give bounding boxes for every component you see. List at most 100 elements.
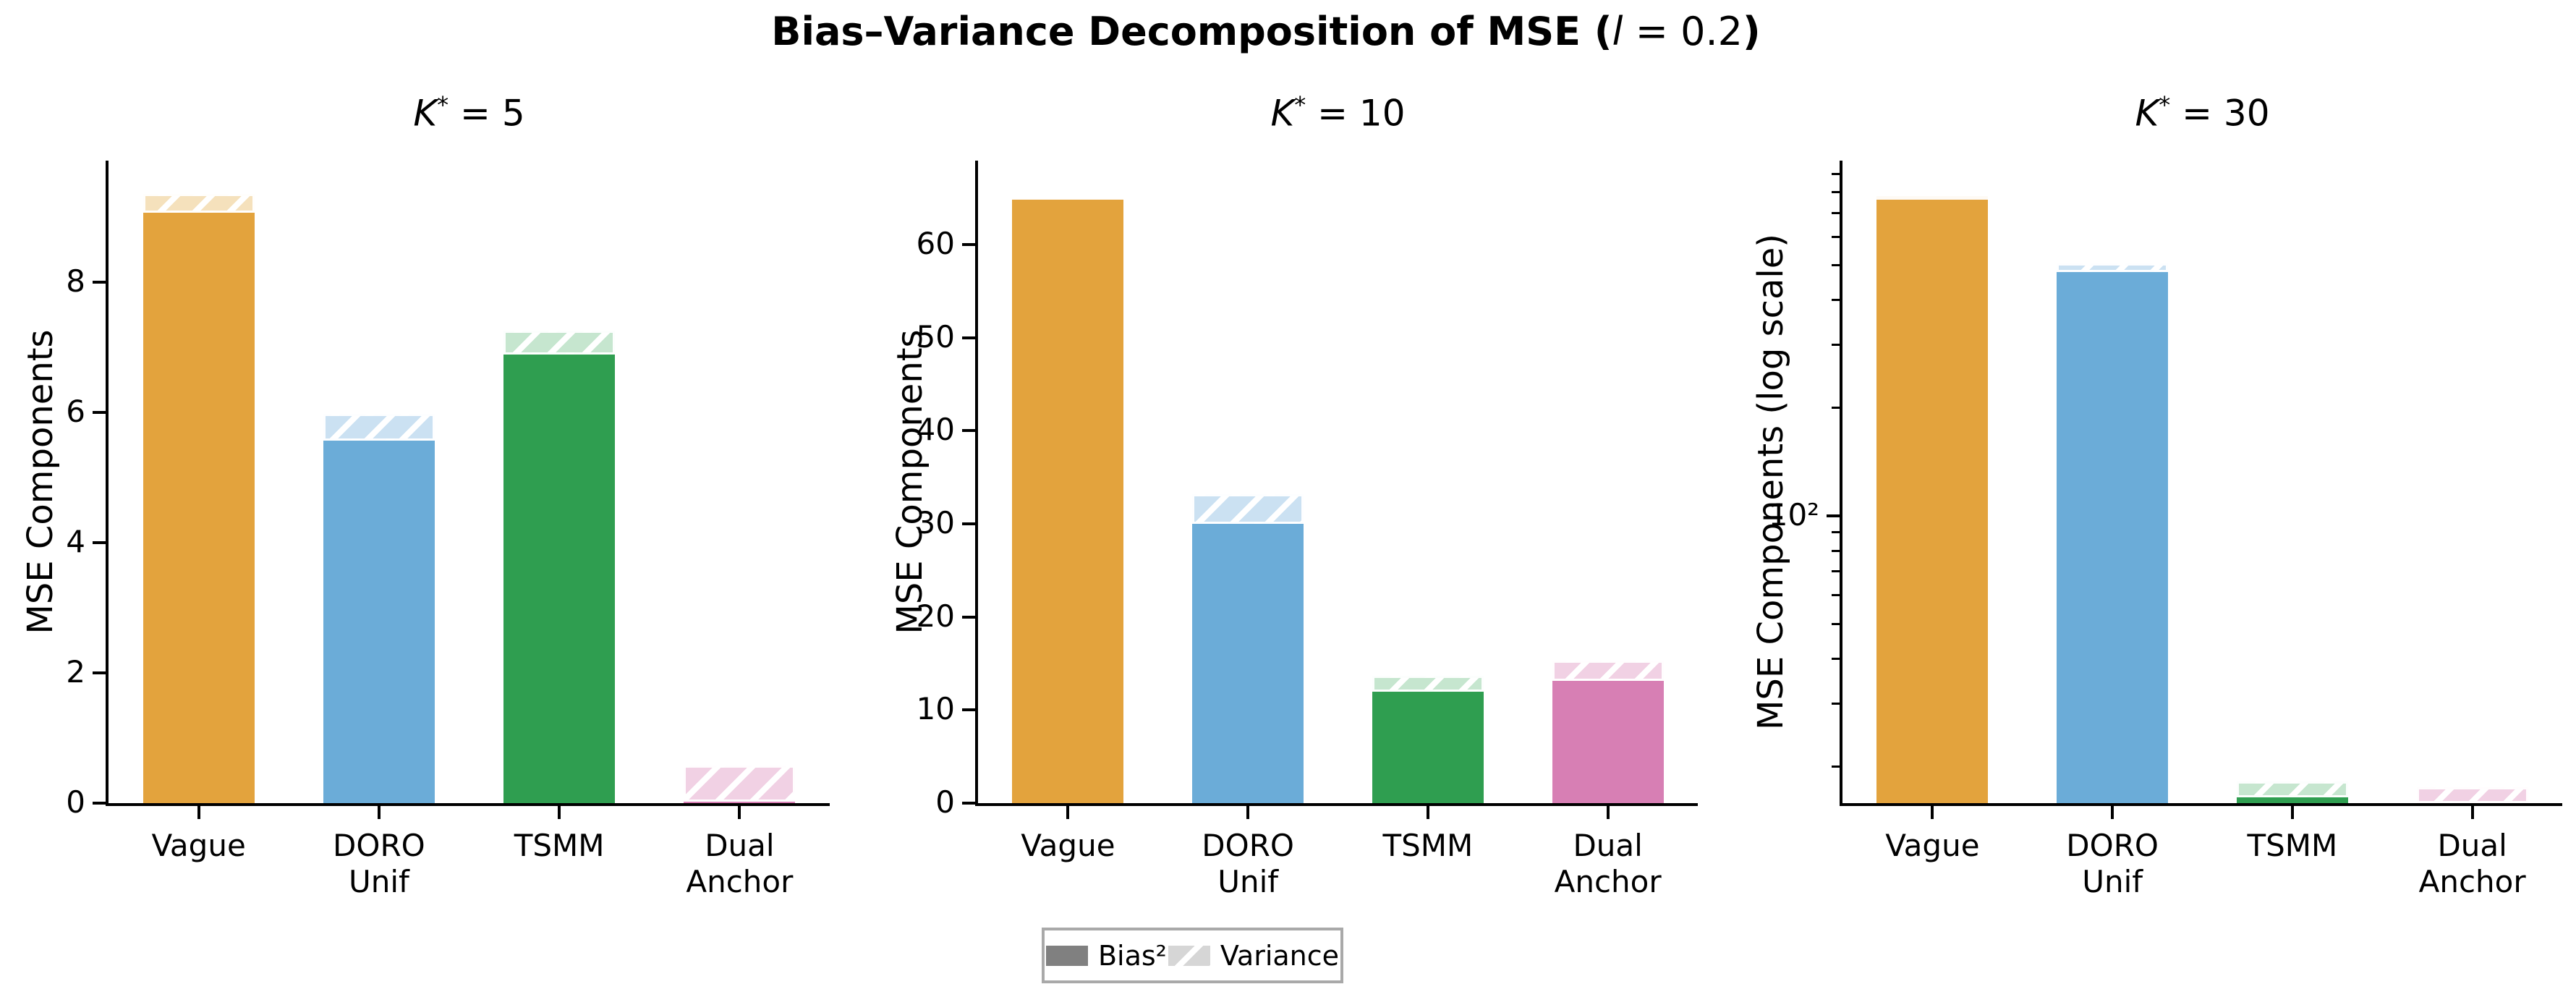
- subplot1-xtick: [558, 806, 561, 819]
- subplot2-title: K* = 10: [1270, 91, 1406, 135]
- bar-doro-unif-variance: [2057, 263, 2169, 272]
- bar-doro-unif-bias-squared: [1192, 523, 1304, 803]
- bias-squared-swatch-icon: [1045, 945, 1088, 966]
- subplot3-ytick-minor: [1832, 549, 1840, 552]
- bar-tsmm-variance: [2236, 781, 2348, 797]
- subplot3-xtick-label-vague: Vague: [1885, 828, 1980, 863]
- figure-title-variable: l: [1612, 9, 1623, 54]
- bar-vague-bias-squared: [1012, 198, 1124, 803]
- bar-doro-unif-bias-squared: [323, 440, 435, 803]
- subplot3-ytick-minor: [1832, 531, 1840, 534]
- bar-dual-anchor-bias-squared: [684, 802, 796, 803]
- bar-vague-variance: [1876, 195, 1989, 200]
- subplot2-xtick: [1246, 806, 1250, 819]
- subplot2-ytick: [962, 802, 975, 805]
- subplot1-left-spine: [106, 161, 109, 806]
- variance-swatch-icon: [1168, 945, 1210, 966]
- subplot3-ytick-minor: [1832, 299, 1840, 302]
- bar-vague-variance: [143, 193, 255, 213]
- bar-vague-bias-squared: [1876, 196, 1989, 803]
- bar-tsmm-bias-squared: [1372, 691, 1484, 803]
- subplot2-xtick: [1426, 806, 1429, 819]
- legend-label-bias: Bias²: [1097, 939, 1167, 972]
- figure-title: Bias–Variance Decomposition of MSE (l = …: [0, 9, 2532, 54]
- subplot2-bottom-spine: [975, 803, 1698, 806]
- subplot1-y-axis-label: MSE Components: [20, 329, 61, 635]
- subplot2-ytick-label: 60: [916, 225, 955, 261]
- subplot1-ytick-label: 0: [66, 784, 85, 820]
- subplot3-ytick-minor: [1832, 765, 1840, 768]
- subplot1-xtick-label-vague: Vague: [151, 828, 246, 863]
- subplot3-ytick-minor: [1832, 622, 1840, 625]
- subplot3-ytick-minor: [1832, 702, 1840, 705]
- subplot1-ytick: [93, 281, 106, 284]
- subplot1-xtick: [197, 806, 200, 819]
- subplot2-ytick-label: 40: [916, 412, 955, 448]
- subplot3-ytick-minor: [1832, 657, 1840, 660]
- subplot3-y-axis-label: MSE Components (log scale): [1751, 234, 1791, 730]
- bar-tsmm-bias-squared: [2236, 797, 2348, 803]
- bar-tsmm-variance: [1372, 675, 1484, 692]
- bar-tsmm-bias-squared: [503, 355, 616, 803]
- subplot3-ytick-minor: [1832, 264, 1840, 267]
- subplot2-ytick-label: 50: [916, 318, 955, 355]
- subplot2-left-spine: [975, 161, 978, 806]
- subplot1-title: K* = 5: [413, 91, 525, 135]
- subplot1-xtick: [377, 806, 381, 819]
- legend-label-variance: Variance: [1220, 939, 1340, 972]
- subplot3-xtick-label-tsmm: TSMM: [2247, 828, 2338, 863]
- legend-entry-bias: Bias²: [1045, 939, 1167, 972]
- subplot3-xtick-label-dual-anchor: Dual Anchor: [2418, 828, 2526, 900]
- subplot1-ytick: [93, 411, 106, 415]
- bar-dual-anchor-variance: [2416, 787, 2528, 803]
- subplot2-xtick: [1066, 806, 1070, 819]
- subplot2-ytick: [962, 522, 975, 525]
- figure-title-close: ): [1743, 9, 1761, 54]
- legend-entry-variance: Variance: [1168, 940, 1339, 972]
- bar-dual-anchor-variance: [684, 765, 796, 802]
- subplot3-xtick: [2111, 806, 2114, 819]
- subplot3-ytick: [1827, 514, 1840, 518]
- subplot3-xtick: [1931, 806, 1934, 819]
- bar-doro-unif-variance: [323, 413, 435, 441]
- figure-title-value: = 0.2: [1623, 9, 1743, 54]
- subplot3-ytick-minor: [1832, 211, 1840, 214]
- bar-doro-unif-bias-squared: [2057, 271, 2169, 803]
- figure-title-text: Bias–Variance Decomposition of MSE (: [771, 9, 1612, 54]
- subplot3-xtick: [2290, 806, 2294, 819]
- subplot1-ytick-label: 2: [66, 654, 85, 690]
- subplot1-xtick-label-doro-unif: DORO Unif: [333, 828, 425, 900]
- subplot3-bottom-spine: [1840, 803, 2562, 806]
- bar-dual-anchor-bias-squared: [1552, 681, 1664, 803]
- bar-vague-variance: [1012, 195, 1124, 200]
- subplot3-ytick-minor: [1832, 407, 1840, 410]
- subplot1-bottom-spine: [106, 803, 830, 806]
- subplot3-ytick-minor: [1832, 594, 1840, 597]
- subplot2-xtick: [1606, 806, 1610, 819]
- subplot2-ytick-label: 30: [916, 504, 955, 540]
- subplot1-xtick: [738, 806, 741, 819]
- subplot3-title: K* = 30: [2135, 91, 2270, 135]
- subplot2-ytick-label: 0: [935, 784, 955, 820]
- subplot1-xtick-label-tsmm: TSMM: [514, 828, 605, 863]
- subplot3-left-spine: [1840, 161, 1842, 806]
- bar-tsmm-variance: [503, 330, 616, 355]
- legend: Bias² Variance: [1042, 928, 1343, 983]
- subplot2-ytick: [962, 708, 975, 712]
- subplot2-ytick: [962, 429, 975, 433]
- subplot3-ytick-minor: [1832, 344, 1840, 347]
- subplot3-xtick-label-doro-unif: DORO Unif: [2066, 828, 2159, 900]
- subplot2-ytick-label: 20: [916, 598, 955, 634]
- subplot3-ytick-minor: [1832, 172, 1840, 175]
- subplot2-ytick: [962, 242, 975, 246]
- subplot1-ytick-label: 4: [66, 524, 85, 560]
- subplot2-xtick-label-dual-anchor: Dual Anchor: [1554, 828, 1662, 900]
- subplot3-xtick: [2470, 806, 2474, 819]
- subplot3-ytick-minor: [1832, 191, 1840, 194]
- bar-dual-anchor-variance: [1552, 661, 1664, 682]
- subplot1-ytick: [93, 671, 106, 675]
- subplot2-xtick-label-doro-unif: DORO Unif: [1202, 828, 1294, 900]
- subplot2-ytick-label: 10: [916, 691, 955, 727]
- subplot1-ytick: [93, 802, 106, 805]
- subplot2-y-axis-label: MSE Components: [890, 329, 930, 635]
